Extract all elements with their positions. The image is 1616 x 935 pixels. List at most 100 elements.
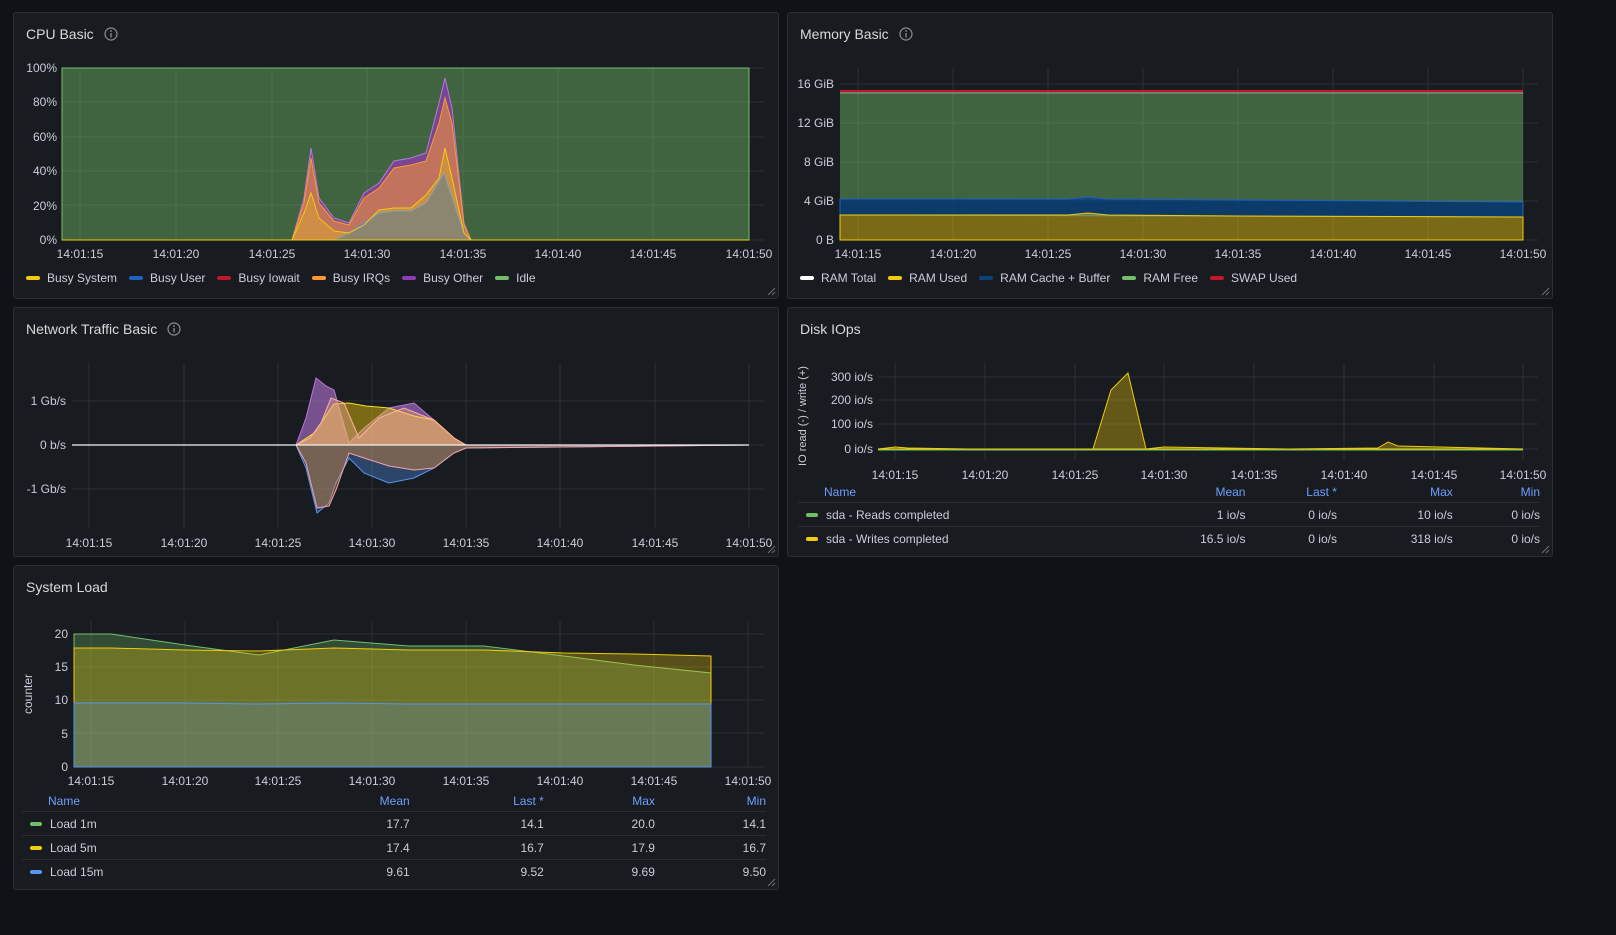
col-mean[interactable]: Mean xyxy=(1215,485,1246,499)
panel-title-text: CPU Basic xyxy=(26,26,94,42)
x-tick: 14:01:50 xyxy=(726,247,773,261)
x-tick: 14:01:35 xyxy=(440,247,487,261)
y-tick: 1 Gb/s xyxy=(31,394,66,408)
col-min[interactable]: Min xyxy=(1520,485,1540,499)
busy-system-area xyxy=(62,147,749,241)
y-tick: 0 b/s xyxy=(40,438,66,452)
legend-item[interactable]: RAM Cache + Buffer xyxy=(979,271,1110,285)
cpu-areas xyxy=(61,67,750,241)
cpu-legend: Busy System Busy User Busy Iowait Busy I… xyxy=(26,271,536,285)
cpu-chart[interactable]: 0% 20% 40% 60% 80% 100% 14:01:15 14:01:2… xyxy=(14,13,780,300)
x-tick: 14:01:35 xyxy=(443,774,490,788)
y-tick: 100% xyxy=(26,61,57,75)
y-tick: 20 xyxy=(55,627,69,641)
panel-title-text: System Load xyxy=(26,579,108,595)
x-tick: 14:01:40 xyxy=(1310,247,1357,261)
memory-legend: RAM Total RAM Used RAM Cache + Buffer RA… xyxy=(800,271,1297,285)
x-tick: 14:01:45 xyxy=(1411,468,1458,482)
load-areas xyxy=(73,633,712,768)
y-tick: 200 io/s xyxy=(831,393,873,407)
x-tick: 14:01:25 xyxy=(255,774,302,788)
legend-item[interactable]: RAM Total xyxy=(800,271,876,285)
system-load-panel: System Load counter 0 5 10 15 20 14:01:1… xyxy=(13,565,779,890)
x-tick: 14:01:30 xyxy=(344,247,391,261)
x-tick: 14:01:40 xyxy=(537,536,584,550)
load-legend-table: Name Mean Last * Max Min Load 1m 17.7 14… xyxy=(22,791,766,883)
y-tick: 100 io/s xyxy=(831,417,873,431)
table-row[interactable]: sda - Writes completed 16.5 io/s 0 io/s … xyxy=(798,526,1540,550)
panel-title[interactable]: CPU Basic xyxy=(26,26,118,42)
cpu-basic-panel: CPU Basic 0% 20% 40% 60% 80% 100% 14:01:… xyxy=(13,12,779,299)
panel-title-text: Memory Basic xyxy=(800,26,889,42)
x-axis-ticks: 14:01:15 14:01:20 14:01:25 14:01:30 14:0… xyxy=(835,247,1547,261)
legend-item[interactable]: Busy Iowait xyxy=(217,271,300,285)
writes-area xyxy=(877,372,1524,450)
resize-handle[interactable] xyxy=(1540,286,1550,296)
y-axis-ticks: -1 Gb/s 0 b/s 1 Gb/s xyxy=(27,394,66,496)
legend-item[interactable]: Busy System xyxy=(26,271,117,285)
x-tick: 14:01:50 xyxy=(726,536,773,550)
info-icon[interactable] xyxy=(104,27,118,41)
x-axis-ticks: 14:01:15 14:01:20 14:01:25 14:01:30 14:0… xyxy=(68,774,772,788)
y-tick: 10 xyxy=(55,693,69,707)
info-icon[interactable] xyxy=(899,27,913,41)
y-tick: 0% xyxy=(40,233,58,247)
table-row[interactable]: sda - Reads completed 1 io/s 0 io/s 10 i… xyxy=(798,502,1540,527)
load-15m-area xyxy=(73,702,712,768)
table-row[interactable]: Load 1m 17.7 14.1 20.0 14.1 xyxy=(22,811,766,836)
table-row[interactable]: Load 5m 17.4 16.7 17.9 16.7 xyxy=(22,835,766,860)
ram-free-area xyxy=(840,91,1523,202)
y-tick: 0 xyxy=(61,760,68,774)
panel-title-text: Network Traffic Basic xyxy=(26,321,158,337)
y-tick: 8 GiB xyxy=(804,155,834,169)
memory-chart[interactable]: 0 B 4 GiB 8 GiB 12 GiB 16 GiB 14:01:15 1… xyxy=(788,13,1554,300)
y-axis-ticks: 0 5 10 15 20 xyxy=(55,627,69,774)
y-tick: 80% xyxy=(33,95,57,109)
y-axis-ticks: 0 B 4 GiB 8 GiB 12 GiB 16 GiB xyxy=(797,77,834,247)
resize-handle[interactable] xyxy=(766,877,776,887)
x-tick: 14:01:20 xyxy=(162,774,209,788)
legend-item[interactable]: RAM Free xyxy=(1122,271,1198,285)
system-load-chart[interactable]: counter 0 5 10 15 20 14:01:15 14:01:20 1… xyxy=(14,566,780,794)
col-last[interactable]: Last * xyxy=(1306,485,1337,499)
col-last[interactable]: Last * xyxy=(513,794,544,808)
panel-title[interactable]: System Load xyxy=(26,579,108,595)
resize-handle[interactable] xyxy=(766,544,776,554)
resize-handle[interactable] xyxy=(766,286,776,296)
disk-iops-chart[interactable]: IO read (-) / write (+) 0 io/s 100 io/s … xyxy=(788,308,1554,488)
col-min[interactable]: Min xyxy=(746,794,766,808)
legend-item[interactable]: Busy Other xyxy=(402,271,483,285)
disk-iops-panel: Disk IOps IO read (-) / write (+) 0 io/s… xyxy=(787,307,1553,557)
col-name[interactable]: Name xyxy=(824,485,857,499)
col-max[interactable]: Max xyxy=(632,794,655,808)
x-tick: 14:01:25 xyxy=(1025,247,1072,261)
x-tick: 14:01:30 xyxy=(349,536,396,550)
table-row[interactable]: Load 15m 9.61 9.52 9.69 9.50 xyxy=(22,859,766,883)
x-tick: 14:01:35 xyxy=(1231,468,1278,482)
x-tick: 14:01:25 xyxy=(249,247,296,261)
resize-handle[interactable] xyxy=(1540,544,1550,554)
legend-item[interactable]: SWAP Used xyxy=(1210,271,1297,285)
x-tick: 14:01:40 xyxy=(1321,468,1368,482)
x-tick: 14:01:20 xyxy=(161,536,208,550)
panel-title[interactable]: Network Traffic Basic xyxy=(26,321,181,337)
x-tick: 14:01:15 xyxy=(872,468,919,482)
legend-item[interactable]: Busy User xyxy=(129,271,205,285)
legend-item[interactable]: RAM Used xyxy=(888,271,967,285)
network-chart[interactable]: -1 Gb/s 0 b/s 1 Gb/s 14:01:15 14:01:20 1… xyxy=(14,308,780,558)
x-tick: 14:01:15 xyxy=(66,536,113,550)
x-tick: 14:01:50 xyxy=(1500,468,1547,482)
panel-title[interactable]: Memory Basic xyxy=(800,26,913,42)
info-icon[interactable] xyxy=(167,322,181,336)
col-mean[interactable]: Mean xyxy=(379,794,410,808)
network-areas xyxy=(72,377,750,514)
legend-item[interactable]: Idle xyxy=(495,271,536,285)
col-name[interactable]: Name xyxy=(48,794,81,808)
memory-areas xyxy=(839,90,1524,241)
panel-title[interactable]: Disk IOps xyxy=(800,321,861,337)
col-max[interactable]: Max xyxy=(1430,485,1453,499)
y-tick: 15 xyxy=(55,660,69,674)
legend-item[interactable]: Busy IRQs xyxy=(311,271,390,285)
x-tick: 14:01:30 xyxy=(349,774,396,788)
out-area-2 xyxy=(72,444,750,509)
